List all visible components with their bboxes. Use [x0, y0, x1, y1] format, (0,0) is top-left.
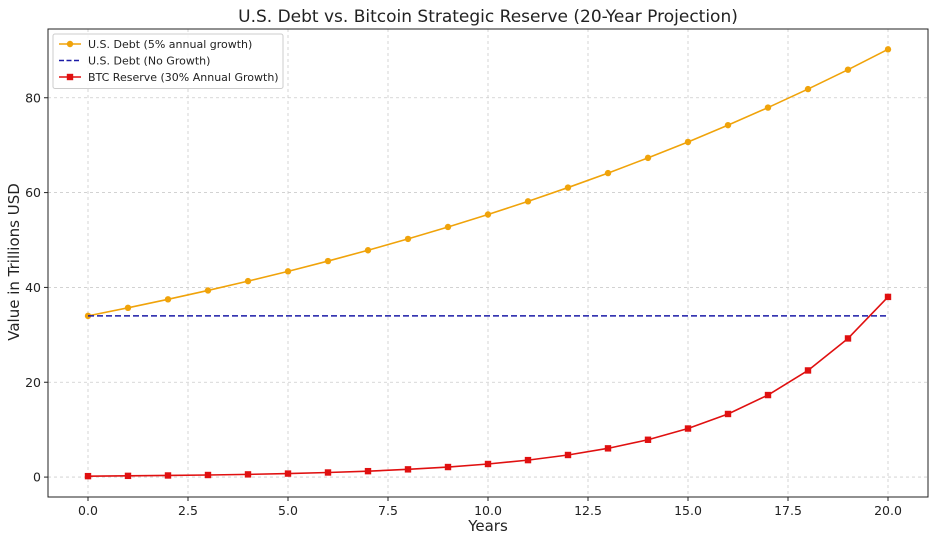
y-tick-label: 40	[25, 280, 41, 295]
data-point	[684, 138, 692, 146]
data-point	[364, 247, 372, 254]
data-point	[284, 470, 292, 477]
grid	[48, 29, 928, 497]
data-point	[204, 287, 212, 294]
x-tick-label: 7.5	[378, 503, 398, 518]
data-point	[844, 335, 852, 342]
legend-item: BTC Reserve (30% Annual Growth)	[59, 71, 279, 84]
y-tick-label: 20	[25, 375, 41, 390]
data-point	[684, 425, 692, 432]
series-3	[84, 293, 892, 480]
data-point	[764, 391, 772, 399]
data-point	[404, 466, 412, 473]
data-point	[604, 169, 612, 177]
x-axis-label: Years	[467, 517, 508, 535]
data-point	[804, 85, 812, 93]
y-tick-label: 0	[33, 470, 41, 485]
x-tick-label: 17.5	[774, 503, 802, 518]
data-point	[124, 304, 132, 312]
data-point	[484, 211, 492, 218]
data-point	[124, 472, 132, 480]
legend-item: U.S. Debt (No Growth)	[59, 55, 210, 68]
data-point	[764, 104, 772, 111]
data-point	[484, 460, 492, 468]
legend-marker	[66, 73, 74, 81]
x-tick-label: 5.0	[278, 503, 298, 518]
chart-title: U.S. Debt vs. Bitcoin Strategic Reserve …	[238, 7, 738, 27]
data-point	[164, 472, 172, 479]
data-point	[404, 235, 412, 243]
y-axis-label: Value in Trillions USD	[5, 183, 23, 341]
y-tick-label: 80	[25, 90, 41, 105]
legend-label: U.S. Debt (No Growth)	[88, 55, 210, 68]
data-point	[604, 445, 612, 452]
data-point	[884, 46, 892, 53]
x-tick-label: 15.0	[674, 503, 702, 518]
data-point	[244, 277, 252, 285]
data-point	[204, 471, 212, 479]
data-point	[524, 456, 532, 464]
data-point	[724, 121, 732, 129]
data-point	[324, 469, 332, 476]
legend: U.S. Debt (5% annual growth) U.S. Debt (N…	[52, 33, 284, 89]
legend-label: BTC Reserve (30% Annual Growth)	[88, 71, 279, 84]
x-tick-label: 10.0	[474, 503, 502, 518]
data-point	[364, 467, 372, 475]
x-tick-label: 20.0	[874, 503, 902, 518]
data-point	[284, 268, 292, 275]
x-tick-label: 2.5	[178, 503, 198, 518]
data-point	[444, 463, 452, 471]
series-layer	[84, 46, 892, 480]
data-point	[84, 472, 92, 480]
legend-item: U.S. Debt (5% annual growth)	[59, 38, 252, 51]
data-point	[564, 184, 572, 191]
data-point	[644, 154, 652, 162]
legend-label: U.S. Debt (5% annual growth)	[88, 38, 252, 51]
data-point	[724, 410, 732, 418]
x-tick-label: 12.5	[574, 503, 602, 518]
data-point	[564, 451, 572, 459]
data-point	[884, 293, 892, 301]
legend-marker	[66, 40, 74, 48]
y-tick-label: 60	[25, 185, 41, 200]
x-tick-label: 0.0	[78, 503, 98, 518]
data-point	[844, 66, 852, 73]
data-point	[644, 436, 652, 443]
series-1	[84, 46, 892, 320]
axis-ticks: 0.0 2.5 5.0 7.5 10.0 12.5 15.0 17.5 20.0 0 20 40 60 8…	[25, 90, 902, 518]
data-point	[244, 471, 252, 478]
legend-box	[52, 33, 284, 89]
data-point	[444, 223, 452, 231]
data-point	[524, 198, 532, 205]
data-point	[164, 296, 172, 303]
data-point	[324, 257, 332, 265]
data-point	[804, 367, 812, 374]
